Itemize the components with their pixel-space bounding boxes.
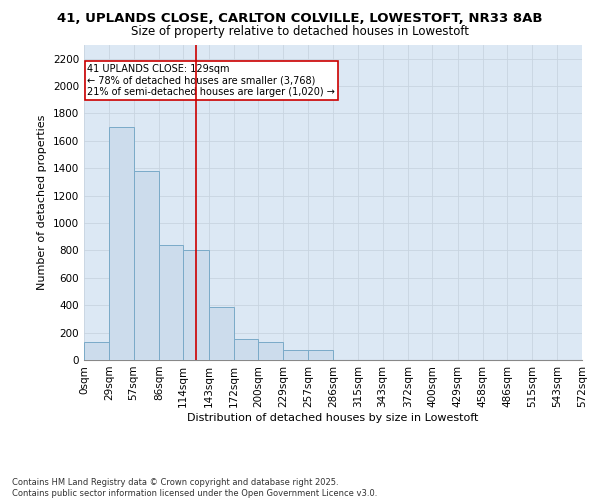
Bar <box>84 342 109 360</box>
Text: 41, UPLANDS CLOSE, CARLTON COLVILLE, LOWESTOFT, NR33 8AB: 41, UPLANDS CLOSE, CARLTON COLVILLE, LOW… <box>57 12 543 26</box>
Y-axis label: Number of detached properties: Number of detached properties <box>37 115 47 290</box>
Text: 41 UPLANDS CLOSE: 129sqm
← 78% of detached houses are smaller (3,768)
21% of sem: 41 UPLANDS CLOSE: 129sqm ← 78% of detach… <box>88 64 335 98</box>
Bar <box>209 306 234 360</box>
X-axis label: Distribution of detached houses by size in Lowestoft: Distribution of detached houses by size … <box>187 412 479 422</box>
Bar <box>183 250 209 360</box>
Bar <box>308 350 333 360</box>
Bar <box>159 245 183 360</box>
Bar <box>134 171 159 360</box>
Text: Size of property relative to detached houses in Lowestoft: Size of property relative to detached ho… <box>131 25 469 38</box>
Text: Contains HM Land Registry data © Crown copyright and database right 2025.
Contai: Contains HM Land Registry data © Crown c… <box>12 478 377 498</box>
Bar <box>109 127 134 360</box>
Bar <box>234 339 258 360</box>
Bar <box>258 342 283 360</box>
Bar <box>283 350 308 360</box>
